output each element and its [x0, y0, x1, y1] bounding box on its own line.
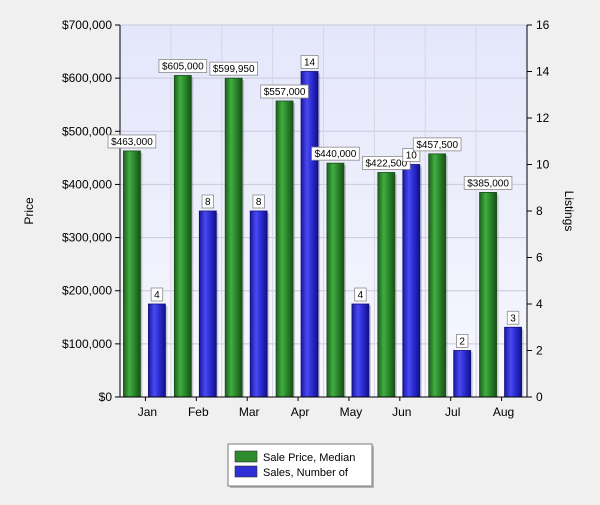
- right-axis-tick-label: 4: [536, 297, 543, 311]
- bar-sales-count: [351, 303, 370, 398]
- right-axis-tick-label: 6: [536, 251, 543, 265]
- data-label-price-text: $463,000: [111, 137, 153, 148]
- bar-sales-count: [504, 326, 522, 398]
- data-label-listings: 8: [201, 194, 214, 209]
- data-label-price-text: $605,000: [162, 61, 204, 72]
- data-label-price: $422,500: [362, 156, 411, 170]
- legend-entry-label: Sale Price, Median: [263, 452, 355, 464]
- data-label-listings-text: 8: [205, 197, 211, 208]
- x-axis-tick-label: Mar: [239, 405, 260, 419]
- data-label-listings-box: [150, 287, 164, 302]
- legend-box: [227, 443, 373, 487]
- left-axis-tick-label: $100,000: [62, 337, 112, 351]
- left-axis-tick-label: $700,000: [62, 18, 112, 32]
- x-axis-tick-label: Apr: [291, 405, 310, 419]
- data-label-price-box: [107, 134, 157, 149]
- data-label-listings-text: 14: [304, 58, 316, 69]
- bar-sale-price: [123, 150, 141, 398]
- right-axis-tick-label: 16: [536, 18, 550, 32]
- left-axis-tick-label: $0: [99, 390, 113, 404]
- data-label-price: $599,950: [209, 61, 258, 76]
- data-label-listings: 10: [402, 148, 421, 162]
- data-label-listings: 3: [506, 310, 520, 325]
- legend-swatch: [234, 465, 258, 478]
- bar-sales-count: [198, 210, 217, 398]
- data-label-listings-text: 2: [459, 337, 465, 348]
- left-axis-title: Price: [22, 197, 36, 225]
- bar-sale-price: [428, 153, 447, 398]
- right-axis-tick-label: 2: [536, 344, 543, 358]
- data-label-price: $385,000: [463, 175, 513, 190]
- data-label-price-box: [260, 84, 309, 99]
- data-label-listings: 4: [354, 287, 367, 302]
- x-axis-tick-label: May: [340, 405, 363, 419]
- data-label-listings-text: 8: [256, 197, 262, 208]
- data-label-price-text: $599,950: [213, 64, 255, 75]
- bar-sales-count: [249, 210, 268, 398]
- data-label-price-box: [362, 156, 411, 170]
- data-label-price-text: $557,000: [264, 87, 306, 98]
- left-axis-tick-label: $500,000: [62, 124, 112, 138]
- data-label-price: $557,000: [260, 84, 309, 99]
- data-label-price: $605,000: [158, 59, 208, 73]
- bar-sales-count: [402, 164, 421, 398]
- left-axis-tick-label: $300,000: [62, 231, 112, 245]
- data-label-price-box: [209, 61, 258, 76]
- bar-sales-count: [453, 350, 472, 398]
- data-label-listings-box: [402, 148, 421, 162]
- right-axis-tick-label: 14: [536, 65, 550, 79]
- data-label-listings-box: [506, 310, 520, 325]
- data-label-listings: 14: [300, 55, 319, 69]
- legend-entry-label: Sales, Number of: [263, 467, 349, 479]
- right-axis-title: Listings: [562, 191, 576, 232]
- x-axis-tick-label: Jun: [392, 405, 411, 419]
- x-axis-tick-label: Aug: [493, 405, 514, 419]
- left-axis-tick-label: $400,000: [62, 177, 112, 191]
- x-axis-tick-label: Feb: [188, 405, 209, 419]
- data-label-listings: 4: [150, 287, 164, 302]
- data-label-listings-box: [456, 334, 469, 348]
- bar-sale-price: [377, 172, 396, 398]
- data-label-listings-text: 4: [358, 290, 364, 301]
- data-label-price-box: [412, 137, 462, 152]
- bar-sale-price: [173, 75, 192, 398]
- bar-sale-price: [479, 191, 497, 398]
- data-label-price: $457,500: [412, 137, 462, 152]
- bar-sale-price: [275, 100, 294, 398]
- data-label-price-text: $422,500: [365, 158, 407, 169]
- legend-swatch: [234, 450, 258, 463]
- bar-sale-price: [224, 77, 243, 398]
- data-label-price: $463,000: [107, 134, 157, 149]
- data-label-listings-box: [252, 194, 265, 209]
- data-label-price-box: [311, 146, 360, 161]
- data-label-listings: 8: [252, 194, 265, 209]
- data-label-listings-box: [354, 287, 367, 302]
- data-label-listings-box: [201, 194, 214, 209]
- x-axis-tick-label: Jul: [445, 405, 460, 419]
- data-label-price-text: $440,000: [315, 149, 357, 160]
- data-label-listings-text: 10: [406, 151, 418, 162]
- left-axis-tick-label: $600,000: [62, 71, 112, 85]
- x-axis-tick-label: Jan: [138, 405, 157, 419]
- data-label-listings-text: 3: [510, 313, 516, 324]
- bar-sale-price: [326, 162, 345, 398]
- data-label-listings-box: [300, 55, 319, 69]
- right-axis-tick-label: 8: [536, 204, 543, 218]
- right-axis-tick-label: 12: [536, 111, 550, 125]
- right-axis-tick-label: 0: [536, 390, 543, 404]
- data-label-listings-text: 4: [154, 290, 160, 301]
- data-label-price-box: [463, 175, 513, 190]
- data-label-price-text: $385,000: [467, 178, 509, 189]
- left-axis-tick-label: $200,000: [62, 284, 112, 298]
- right-axis-tick-label: 10: [536, 158, 550, 172]
- data-label-price-text: $457,500: [416, 140, 458, 151]
- bar-sales-count: [300, 71, 319, 398]
- data-label-price: $440,000: [311, 146, 360, 161]
- data-label-price-box: [158, 59, 208, 73]
- bar-sales-count: [148, 303, 166, 398]
- data-label-listings: 2: [456, 334, 469, 348]
